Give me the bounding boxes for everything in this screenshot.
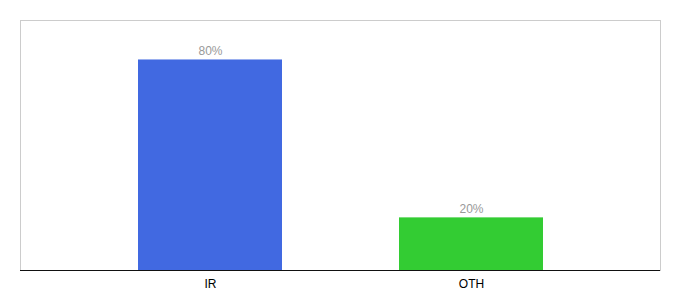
svg-text:20%: 20% xyxy=(459,202,483,216)
svg-text:80%: 80% xyxy=(198,44,222,58)
svg-text:IR: IR xyxy=(205,277,217,291)
svg-text:OTH: OTH xyxy=(459,277,484,291)
